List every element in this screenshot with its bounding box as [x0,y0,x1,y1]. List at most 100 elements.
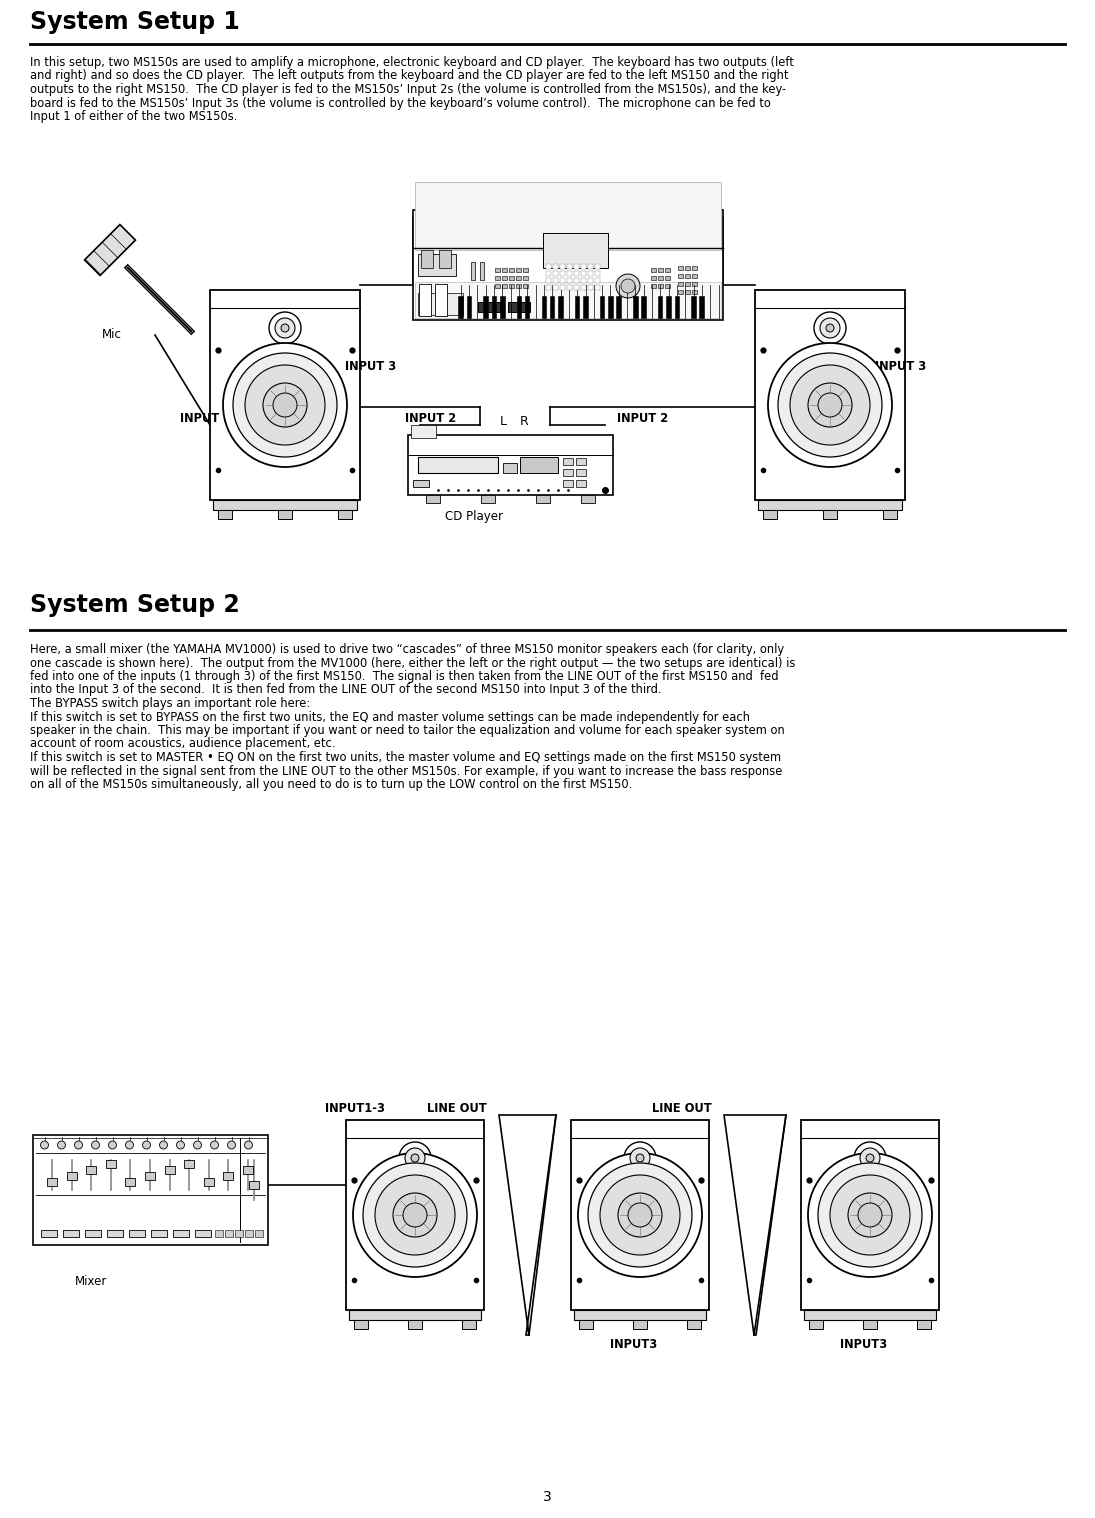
Bar [588,285,593,290]
Bar [581,278,586,282]
Text: L: L [532,209,539,223]
Bar [584,296,588,317]
Bar [502,269,507,272]
Text: LINE OUT: LINE OUT [427,1102,487,1116]
Circle shape [281,323,289,332]
Circle shape [142,1142,150,1149]
Text: INPUT 3: INPUT 3 [875,360,926,373]
Bar [700,296,704,317]
Text: one cascade is shown here).  The output from the MV1000 (here, either the left o: one cascade is shown here). The output f… [30,656,795,669]
Circle shape [273,393,297,417]
Bar [542,296,546,317]
Circle shape [860,1148,880,1167]
Bar [210,290,360,499]
Text: Here, a small mixer (the YAMAHA MV1000) is used to drive two “cascades” of three: Here, a small mixer (the YAMAHA MV1000) … [30,644,784,656]
Bar [809,1321,823,1328]
Circle shape [58,1142,66,1149]
Text: INPUT1-3: INPUT1-3 [325,1102,385,1116]
Bar [164,1166,174,1173]
Circle shape [223,343,347,468]
Bar [560,264,565,269]
Text: Mic: Mic [102,328,122,342]
Bar [692,266,698,270]
Text: L: L [500,414,507,428]
Text: fed into one of the inputs (1 through 3) of the first MS150.  The signal is then: fed into one of the inputs (1 through 3)… [30,669,779,683]
Bar [503,463,517,474]
Circle shape [126,1142,134,1149]
Bar [553,264,558,269]
Bar [574,278,579,282]
Circle shape [768,343,892,468]
Bar [509,269,514,272]
Bar [678,282,683,285]
Bar [567,272,572,276]
Bar [675,296,679,317]
Bar [665,284,670,288]
Bar [595,285,600,290]
Bar [595,272,600,276]
Circle shape [830,1175,910,1255]
Circle shape [854,1142,886,1173]
Bar [822,360,838,364]
Bar [570,1120,708,1310]
Text: If this switch is set to MASTER • EQ ON on the first two units, the master volum: If this switch is set to MASTER • EQ ON … [30,751,781,764]
Text: R: R [552,209,561,223]
Bar [354,1321,368,1328]
Bar [483,296,488,317]
Circle shape [399,1142,431,1173]
Bar [678,275,683,278]
Circle shape [41,1142,48,1149]
Bar [558,296,563,317]
Bar [685,275,690,278]
Circle shape [275,317,295,339]
Bar [516,284,521,288]
Circle shape [858,1202,881,1227]
Bar [581,285,586,290]
Bar [415,282,721,317]
Bar [481,495,495,502]
Bar [567,264,572,269]
Bar [574,285,579,290]
Bar [426,495,439,502]
Bar [665,276,670,279]
Circle shape [621,279,635,293]
Bar [560,278,565,282]
Circle shape [245,364,325,445]
Bar [417,457,497,474]
Bar [576,469,586,477]
Bar [128,1230,145,1237]
Bar [574,264,579,269]
Circle shape [588,1163,692,1268]
Text: speaker in the chain.  This may be important if you want or need to tailor the e: speaker in the chain. This may be import… [30,724,785,738]
Text: INPUT 1: INPUT 1 [180,411,231,425]
Text: will be reflected in the signal sent from the LINE OUT to the other MS150s. For : will be reflected in the signal sent fro… [30,765,782,777]
Bar [516,276,521,279]
Bar [553,272,558,276]
Bar [471,263,475,279]
Circle shape [374,1175,456,1255]
Bar [754,290,904,499]
Bar [523,284,528,288]
Circle shape [618,1193,662,1237]
Bar [407,436,612,495]
Bar [553,285,558,290]
Bar [243,1166,253,1173]
Bar [408,1321,422,1328]
Bar [678,266,683,270]
Text: outputs to the right MS150.  The CD player is fed to the MS150s’ Input 2s (the v: outputs to the right MS150. The CD playe… [30,83,786,96]
Bar [495,284,500,288]
Bar [616,296,621,317]
Bar [560,272,565,276]
Bar [588,272,593,276]
Bar [126,1178,136,1186]
Bar [633,1321,647,1328]
Text: The BYPASS switch plays an important role here:: The BYPASS switch plays an important rol… [30,697,310,710]
Circle shape [364,1163,466,1268]
Bar [642,296,646,317]
Bar [419,284,431,316]
Bar [509,276,514,279]
Text: Input 1 of either of the two MS150s.: Input 1 of either of the two MS150s. [30,109,238,123]
Circle shape [228,1142,235,1149]
Bar [883,510,897,519]
Bar [106,1160,116,1167]
